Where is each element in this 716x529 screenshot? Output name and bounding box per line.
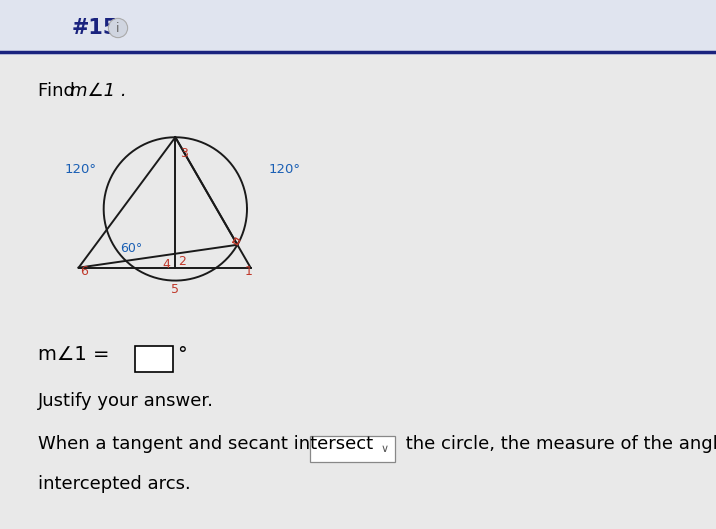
Text: m∠1 .: m∠1 . [70, 82, 127, 100]
Text: ∨: ∨ [381, 444, 389, 454]
Text: 120°: 120° [64, 163, 96, 176]
Text: 6: 6 [79, 266, 87, 278]
Text: 120°: 120° [268, 163, 301, 176]
Text: °: ° [177, 345, 187, 364]
FancyBboxPatch shape [135, 346, 173, 372]
FancyBboxPatch shape [310, 436, 395, 462]
Text: the circle, the measure of the angl: the circle, the measure of the angl [400, 435, 716, 453]
Text: 3: 3 [180, 147, 188, 160]
Text: #15: #15 [72, 18, 119, 38]
Text: intercepted arcs.: intercepted arcs. [38, 475, 190, 493]
Text: 1: 1 [244, 266, 252, 278]
Text: 2: 2 [178, 255, 186, 268]
Text: Find: Find [38, 82, 81, 100]
Text: i: i [116, 22, 120, 34]
Text: 60°: 60° [120, 242, 142, 255]
Text: m∠1 =: m∠1 = [38, 345, 116, 364]
Text: 5: 5 [171, 282, 179, 296]
Text: When a tangent and secant intersect: When a tangent and secant intersect [38, 435, 373, 453]
Text: Justify your answer.: Justify your answer. [38, 392, 214, 410]
Text: 4: 4 [162, 258, 170, 271]
FancyBboxPatch shape [0, 0, 716, 55]
